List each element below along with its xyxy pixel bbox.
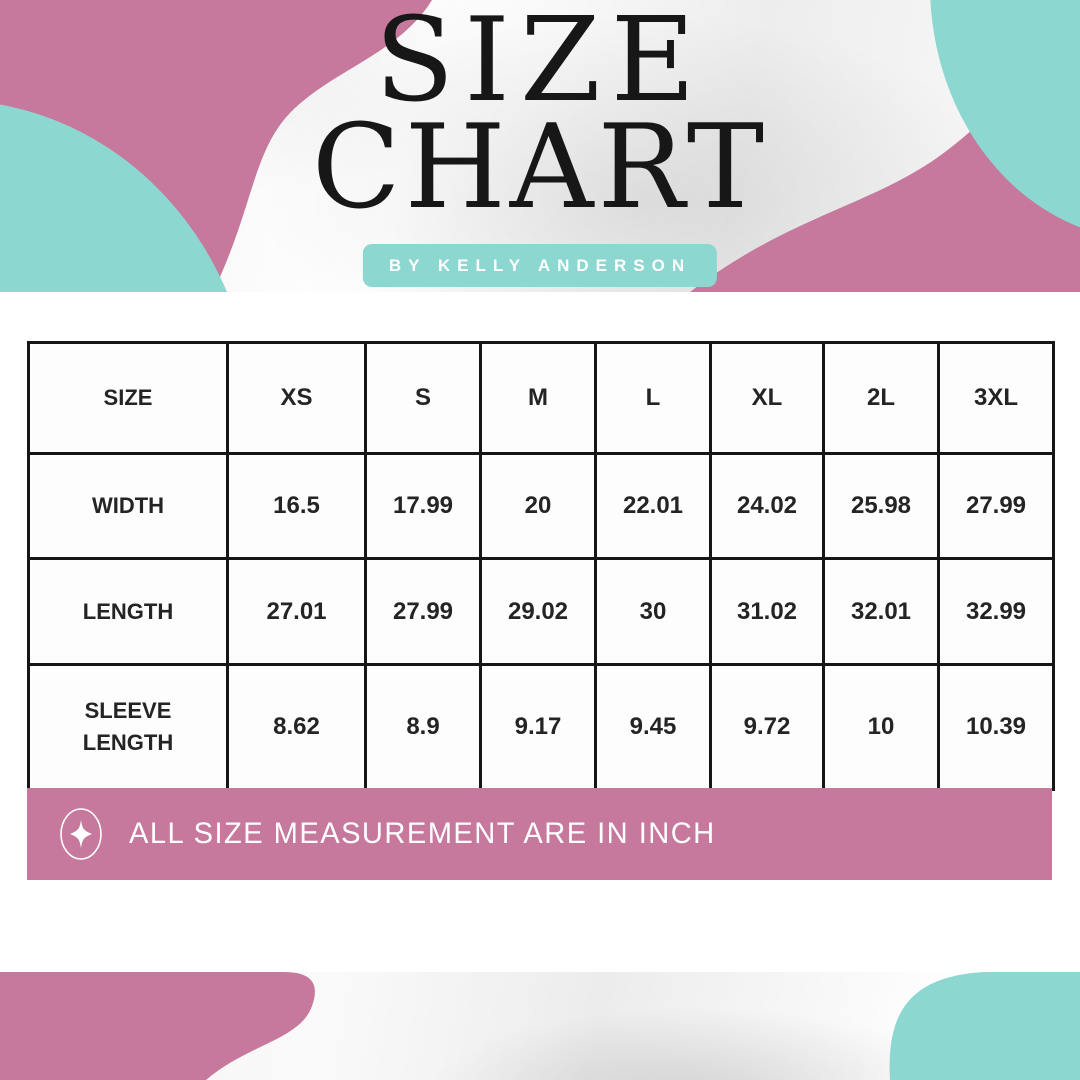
- col-header-m: M: [479, 341, 597, 455]
- length-m: 29.02: [479, 557, 597, 666]
- width-s: 17.99: [364, 452, 482, 560]
- table-row-length: LENGTH 27.01 27.99 29.02 30 31.02 32.01 …: [27, 557, 1055, 666]
- width-xs: 16.5: [226, 452, 367, 560]
- sparkle-icon: [60, 808, 102, 860]
- note-banner: ALL SIZE MEASUREMENT ARE IN INCH: [27, 788, 1052, 880]
- col-header-3xl: 3XL: [937, 341, 1055, 455]
- footer-background: [0, 972, 1080, 1080]
- col-header-2l: 2L: [822, 341, 940, 455]
- byline-text: BY KELLY ANDERSON: [388, 255, 692, 275]
- row-label-width: WIDTH: [27, 452, 229, 560]
- page-title: SIZE CHART: [0, 0, 1080, 235]
- sleeve-xs: 8.62: [226, 663, 367, 791]
- sleeve-3xl: 10.39: [937, 663, 1055, 791]
- width-2l: 25.98: [822, 452, 940, 560]
- table-header-row: SIZE XS S M L XL 2L 3XL: [27, 341, 1055, 455]
- byline-pill: BY KELLY ANDERSON: [362, 244, 718, 287]
- row-label-length: LENGTH: [27, 557, 229, 666]
- length-2l: 32.01: [822, 557, 940, 666]
- footer-decor-shapes: [0, 972, 1080, 1080]
- pink-blob-bottom-left: [0, 972, 315, 1080]
- sleeve-l: 9.45: [594, 663, 712, 791]
- header-background: SIZE CHART BY KELLY ANDERSON: [0, 0, 1080, 292]
- row-label-sleeve-length: SLEEVE LENGTH: [27, 663, 229, 791]
- sleeve-m: 9.17: [479, 663, 597, 791]
- width-m: 20: [479, 452, 597, 560]
- note-text: ALL SIZE MEASUREMENT ARE IN INCH: [129, 817, 716, 850]
- length-xl: 31.02: [709, 557, 825, 666]
- length-3xl: 32.99: [937, 557, 1055, 666]
- pink-blob-top-right: [690, 40, 1080, 292]
- page-title-line2: CHART: [311, 100, 769, 235]
- sleeve-s: 8.9: [364, 663, 482, 791]
- teal-circle-top-right: [930, 0, 1080, 228]
- table-row-sleeve-length: SLEEVE LENGTH 8.62 8.9 9.17 9.45 9.72 10…: [27, 663, 1055, 791]
- col-header-xl: XL: [709, 341, 825, 455]
- sleeve-2l: 10: [822, 663, 940, 791]
- col-header-size: SIZE: [27, 341, 229, 455]
- size-table: SIZE XS S M L XL 2L 3XL WIDTH 16.5 17.99…: [27, 341, 1055, 791]
- length-xs: 27.01: [226, 557, 367, 666]
- col-header-xs: XS: [226, 341, 367, 455]
- page-title-line1: SIZE: [374, 0, 706, 128]
- length-l: 30: [594, 557, 712, 666]
- header-decor-shapes: [0, 0, 1080, 292]
- width-l: 22.01: [594, 452, 712, 560]
- col-header-l: L: [594, 341, 712, 455]
- teal-blob-bottom-right: [889, 972, 1080, 1080]
- length-s: 27.99: [364, 557, 482, 666]
- sleeve-xl: 9.72: [709, 663, 825, 791]
- width-3xl: 27.99: [937, 452, 1055, 560]
- teal-circle-top-left: [0, 104, 227, 292]
- width-xl: 24.02: [709, 452, 825, 560]
- col-header-s: S: [364, 341, 482, 455]
- table-row-width: WIDTH 16.5 17.99 20 22.01 24.02 25.98 27…: [27, 452, 1055, 560]
